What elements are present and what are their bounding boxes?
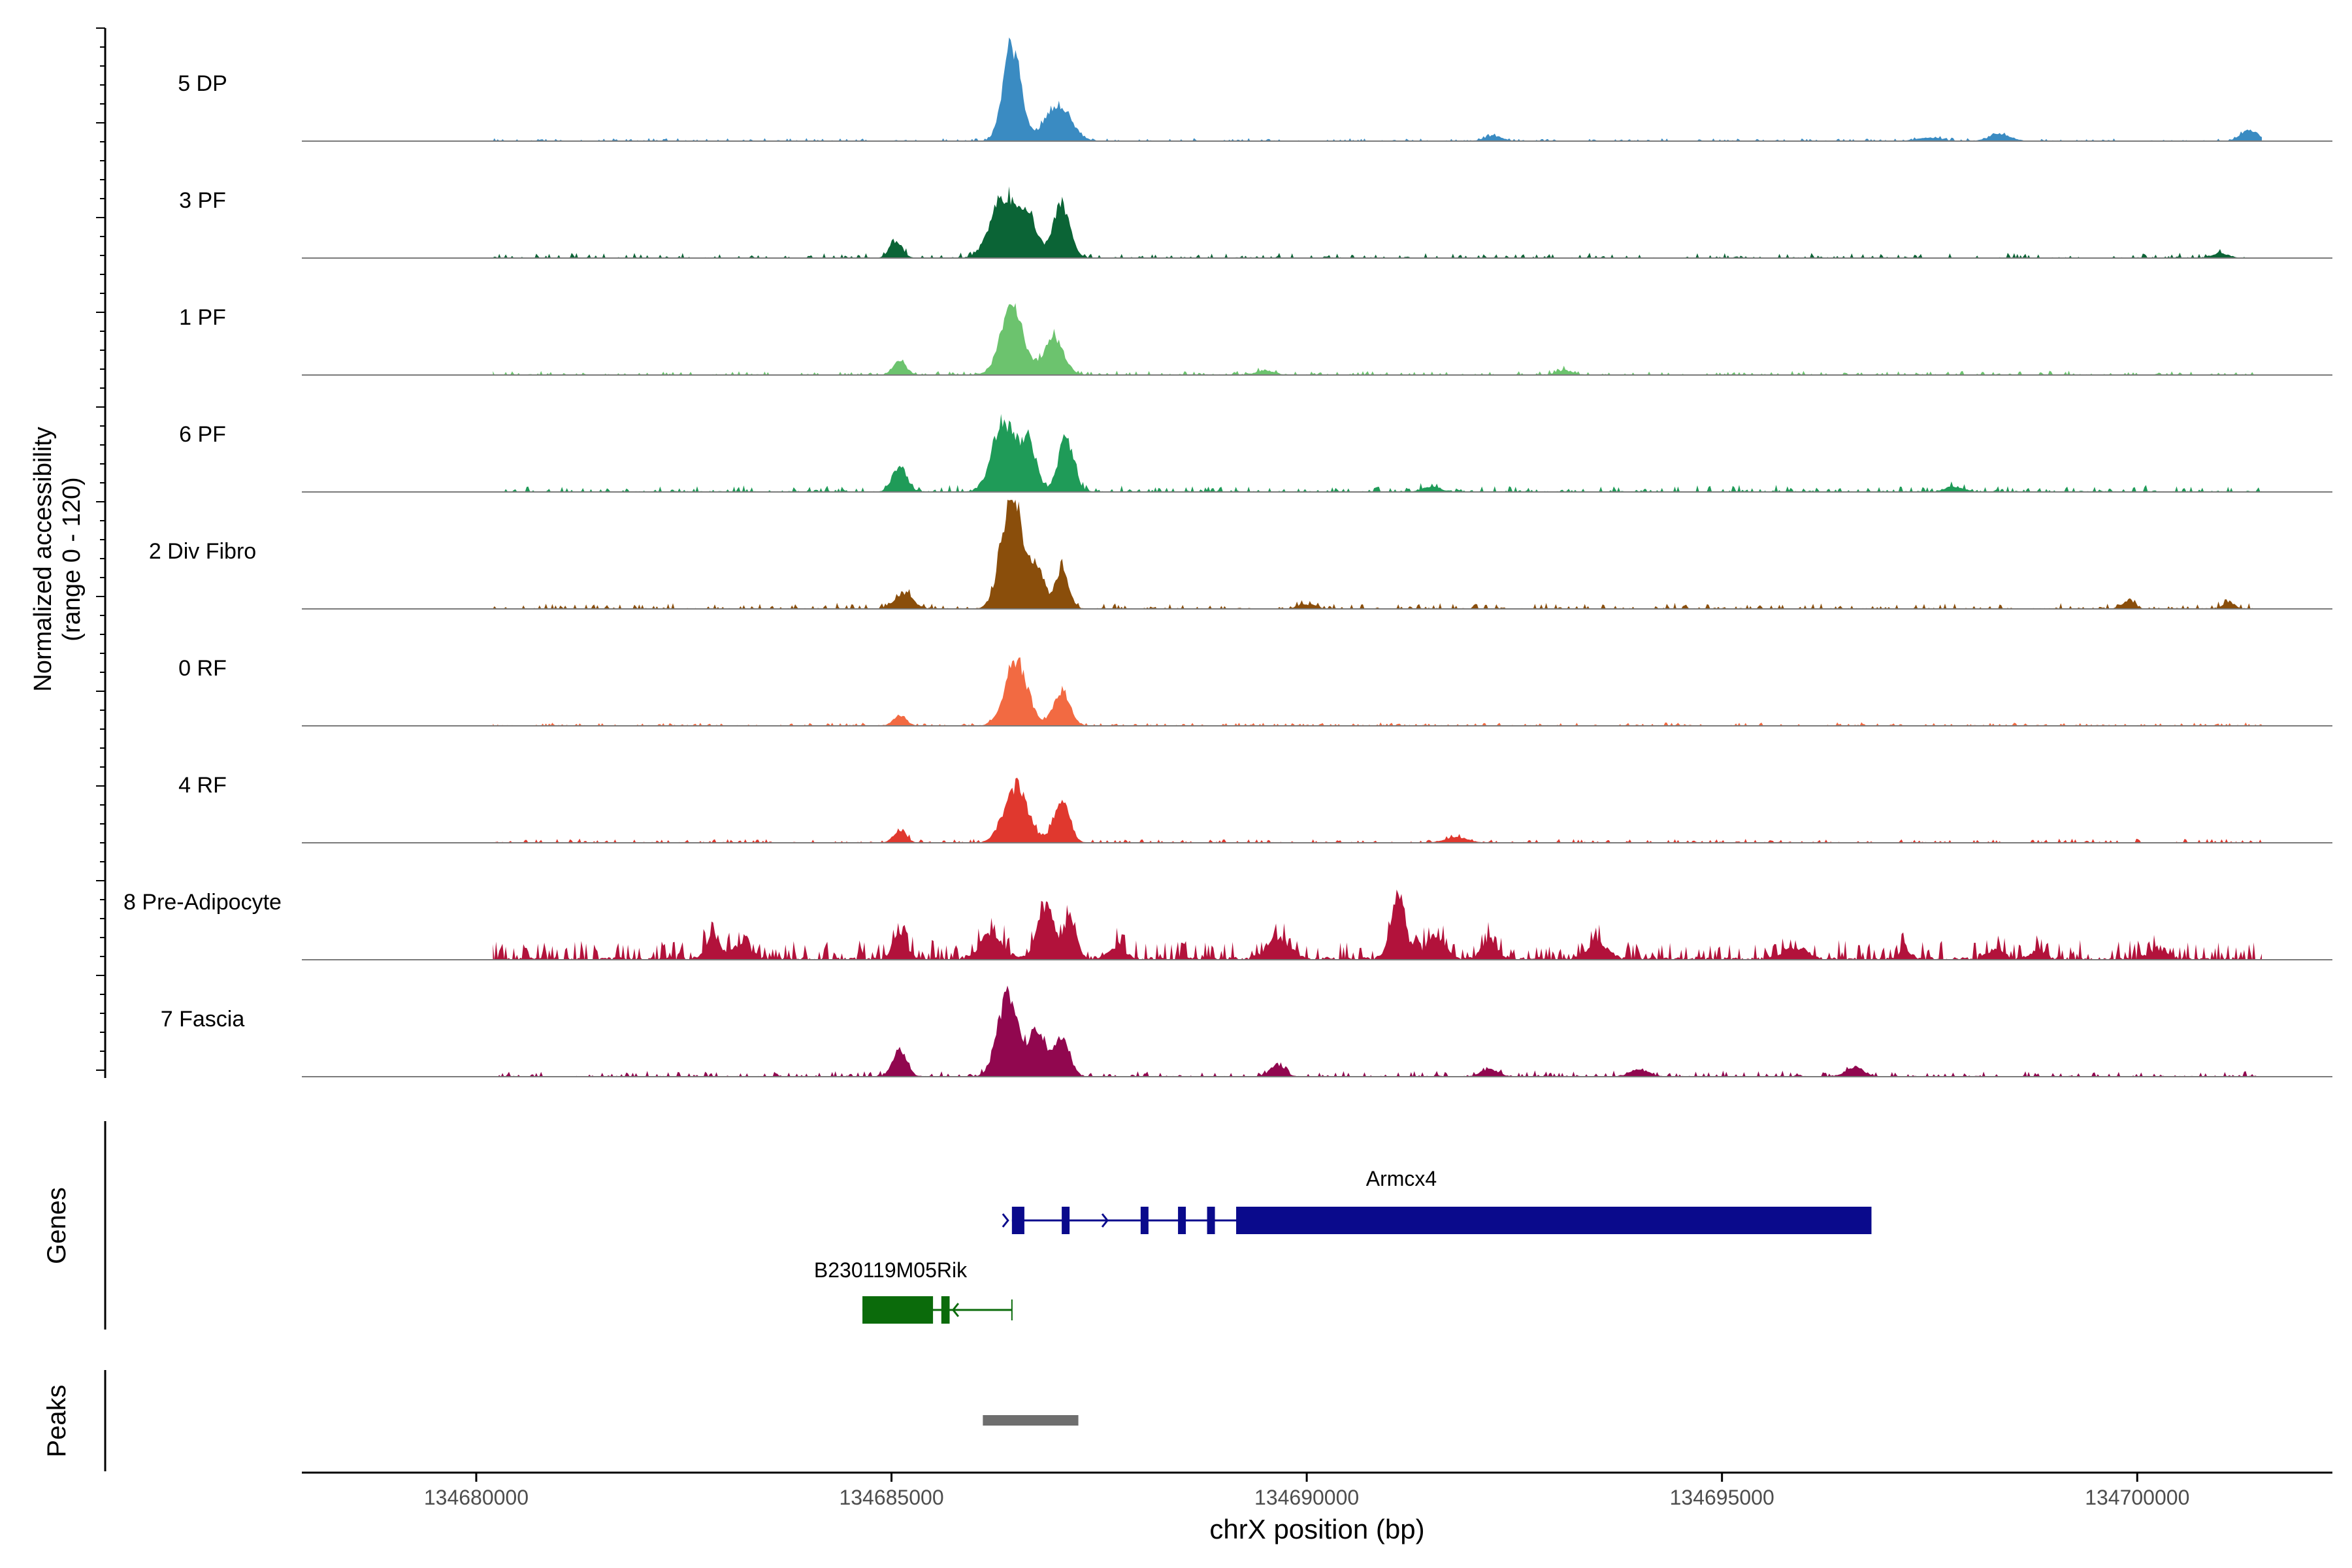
track-8-pre-adipocyte: 8 Pre-Adipocyte	[123, 889, 2332, 960]
track-label: 5 DP	[178, 71, 227, 96]
genes-panel-label: Genes	[42, 1187, 71, 1264]
track-label: 4 RF	[178, 773, 227, 798]
coverage-area	[493, 777, 2262, 843]
track-5-dp: 5 DP	[178, 37, 2332, 142]
x-tick-label: 134685000	[839, 1486, 943, 1509]
track-label: 3 PF	[179, 188, 226, 213]
gene-exon	[1011, 1207, 1024, 1234]
track-label: 6 PF	[179, 422, 226, 447]
gene-exon	[1140, 1207, 1149, 1234]
gene-exon	[862, 1296, 934, 1324]
track-2-div-fibro: 2 Div Fibro	[149, 500, 2332, 610]
track-1-pf: 1 PF	[179, 303, 2332, 376]
x-tick-label: 134680000	[424, 1486, 529, 1509]
gene-exon	[1236, 1207, 1872, 1234]
track-4-rf: 4 RF	[178, 773, 2332, 843]
x-tick-label: 134700000	[2085, 1486, 2189, 1509]
peaks-panel-label: Peaks	[42, 1384, 71, 1457]
coverage-tracks: 5 DP 3 PF 1 PF 6 PF 2 Div Fibro 0 RF 4 RF 8 Pre…	[123, 37, 2332, 1077]
y-axis-title: Normalized accessibility (range 0 - 120)	[29, 427, 86, 691]
strand-arrow	[1002, 1213, 1009, 1228]
coverage-area	[493, 657, 2262, 726]
gene-b230119m05rik: B230119M05Rik	[814, 1258, 1013, 1324]
y-axis-title-line1: Normalized accessibility	[29, 427, 57, 691]
track-7-fascia: 7 Fascia	[161, 985, 2332, 1077]
gene-label: B230119M05Rik	[814, 1258, 968, 1282]
x-tick-label: 134690000	[1254, 1486, 1359, 1509]
gene-annotation-track: Armcx4 B230119M05Rik	[814, 1167, 1872, 1324]
gene-exon	[941, 1296, 950, 1324]
coverage-y-ticks	[96, 27, 105, 1071]
track-label: 1 PF	[179, 305, 226, 330]
coverage-area	[493, 414, 2262, 492]
coverage-area	[493, 985, 2262, 1077]
strand-arrow	[951, 1303, 960, 1317]
coverage-area	[493, 889, 2262, 960]
coverage-area	[493, 37, 2262, 141]
coverage-area	[493, 500, 2262, 609]
strand-arrow	[1101, 1213, 1109, 1228]
coverage-area	[493, 303, 2262, 375]
coverage-area	[493, 186, 2262, 258]
track-0-rf: 0 RF	[178, 656, 2332, 727]
x-axis-title: chrX position (bp)	[1209, 1514, 1424, 1544]
track-label: 0 RF	[178, 656, 227, 681]
track-6-pf: 6 PF	[179, 414, 2332, 493]
track-label: 2 Div Fibro	[149, 539, 256, 564]
peak-region	[983, 1415, 1079, 1426]
y-axis-title-line2: (range 0 - 120)	[58, 477, 86, 641]
track-3-pf: 3 PF	[179, 186, 2332, 259]
gene-armcx4: Armcx4	[1002, 1167, 1872, 1234]
gene-exon	[1062, 1207, 1070, 1234]
gene-label: Armcx4	[1366, 1167, 1437, 1190]
gene-exon	[1178, 1207, 1186, 1234]
track-label: 8 Pre-Adipocyte	[123, 890, 282, 915]
x-tick-label: 134695000	[1670, 1486, 1774, 1509]
x-axis-ticks: 134680000 134685000 134690000 134695000 1347…	[424, 1473, 2189, 1509]
track-label: 7 Fascia	[161, 1007, 245, 1032]
peak-annotation-track	[983, 1415, 1079, 1426]
gene-exon	[1207, 1207, 1215, 1234]
